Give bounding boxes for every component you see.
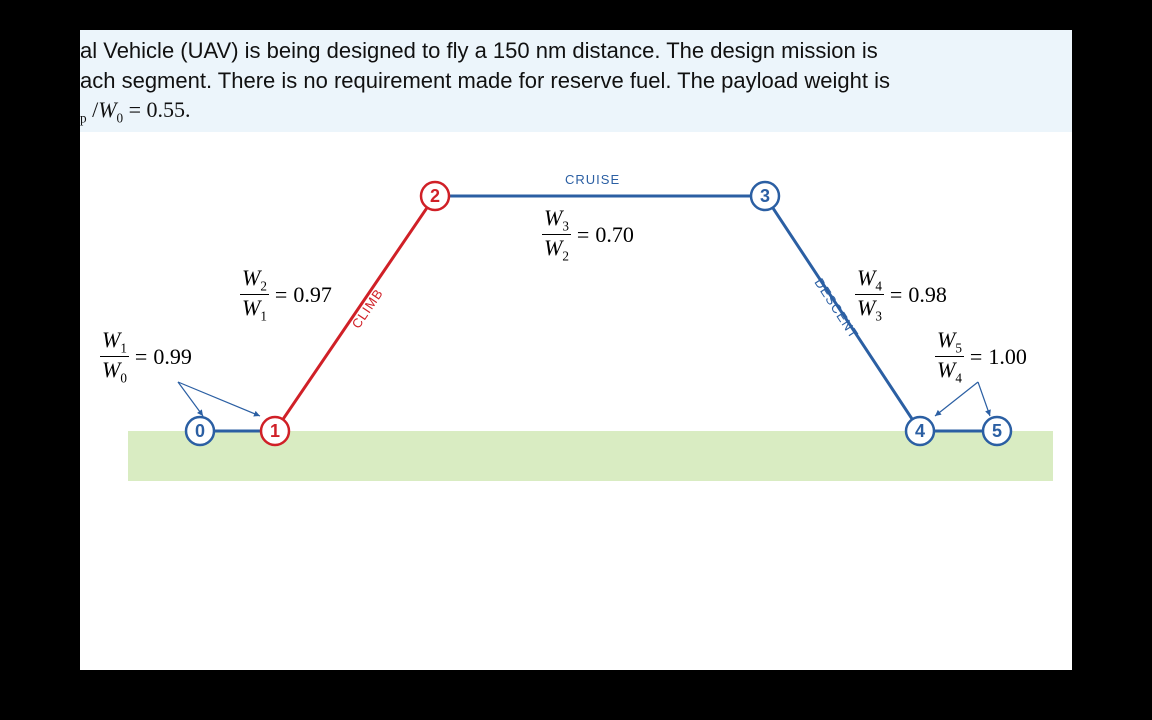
fraction-icon: W3 W2 (542, 206, 571, 264)
ratio-w3-w2: W3 W2 = 0.70 (542, 206, 634, 264)
mission-node-label: 1 (270, 421, 280, 441)
question-line3-mid: / (87, 97, 99, 122)
question-line-3: p /W0 = 0.55. (80, 95, 1072, 127)
question-line3-W: W (98, 97, 116, 122)
ratio-w1-w0: W1 W0 = 0.99 (100, 328, 192, 386)
ratio-w2-w1-value: 0.97 (293, 282, 332, 308)
arrowhead-icon (985, 409, 991, 416)
ratio-w2-w1: W2 W1 = 0.97 (240, 266, 332, 324)
question-line3-sub: p (80, 111, 87, 126)
mission-node-label: 4 (915, 421, 925, 441)
mission-node-label: 0 (195, 421, 205, 441)
question-line-1: al Vehicle (UAV) is being designed to fl… (80, 36, 1072, 66)
mission-node-label: 3 (760, 186, 770, 206)
segment-label-cruise: CRUISE (565, 172, 620, 187)
fraction-icon: W1 W0 (100, 328, 129, 386)
fraction-icon: W5 W4 (935, 328, 964, 386)
slide-page: al Vehicle (UAV) is being designed to fl… (80, 30, 1072, 670)
ratio-w5-w4: W5 W4 = 1.00 (935, 328, 1027, 386)
ratio-w1-w0-value: 0.99 (153, 344, 192, 370)
mission-node-label: 5 (992, 421, 1002, 441)
ratio-w4-w3: W4 W3 = 0.98 (855, 266, 947, 324)
question-line3-rest: = 0.55. (123, 97, 190, 122)
cruise-label-text: CRUISE (565, 172, 620, 187)
mission-profile-diagram: 012345 CRUISE CLIMB DESCENT W1 W0 = 0.99… (80, 126, 1072, 496)
fraction-icon: W4 W3 (855, 266, 884, 324)
pointer-arrow (935, 382, 978, 416)
fraction-icon: W2 W1 (240, 266, 269, 324)
arrowhead-icon (197, 409, 203, 416)
mission-node-label: 2 (430, 186, 440, 206)
question-text-band: al Vehicle (UAV) is being designed to fl… (80, 30, 1072, 132)
ratio-w4-w3-value: 0.98 (908, 282, 947, 308)
ratio-w3-w2-value: 0.70 (595, 222, 634, 248)
question-line-2: ach segment. There is no requirement mad… (80, 66, 1072, 96)
ratio-w5-w4-value: 1.00 (988, 344, 1027, 370)
